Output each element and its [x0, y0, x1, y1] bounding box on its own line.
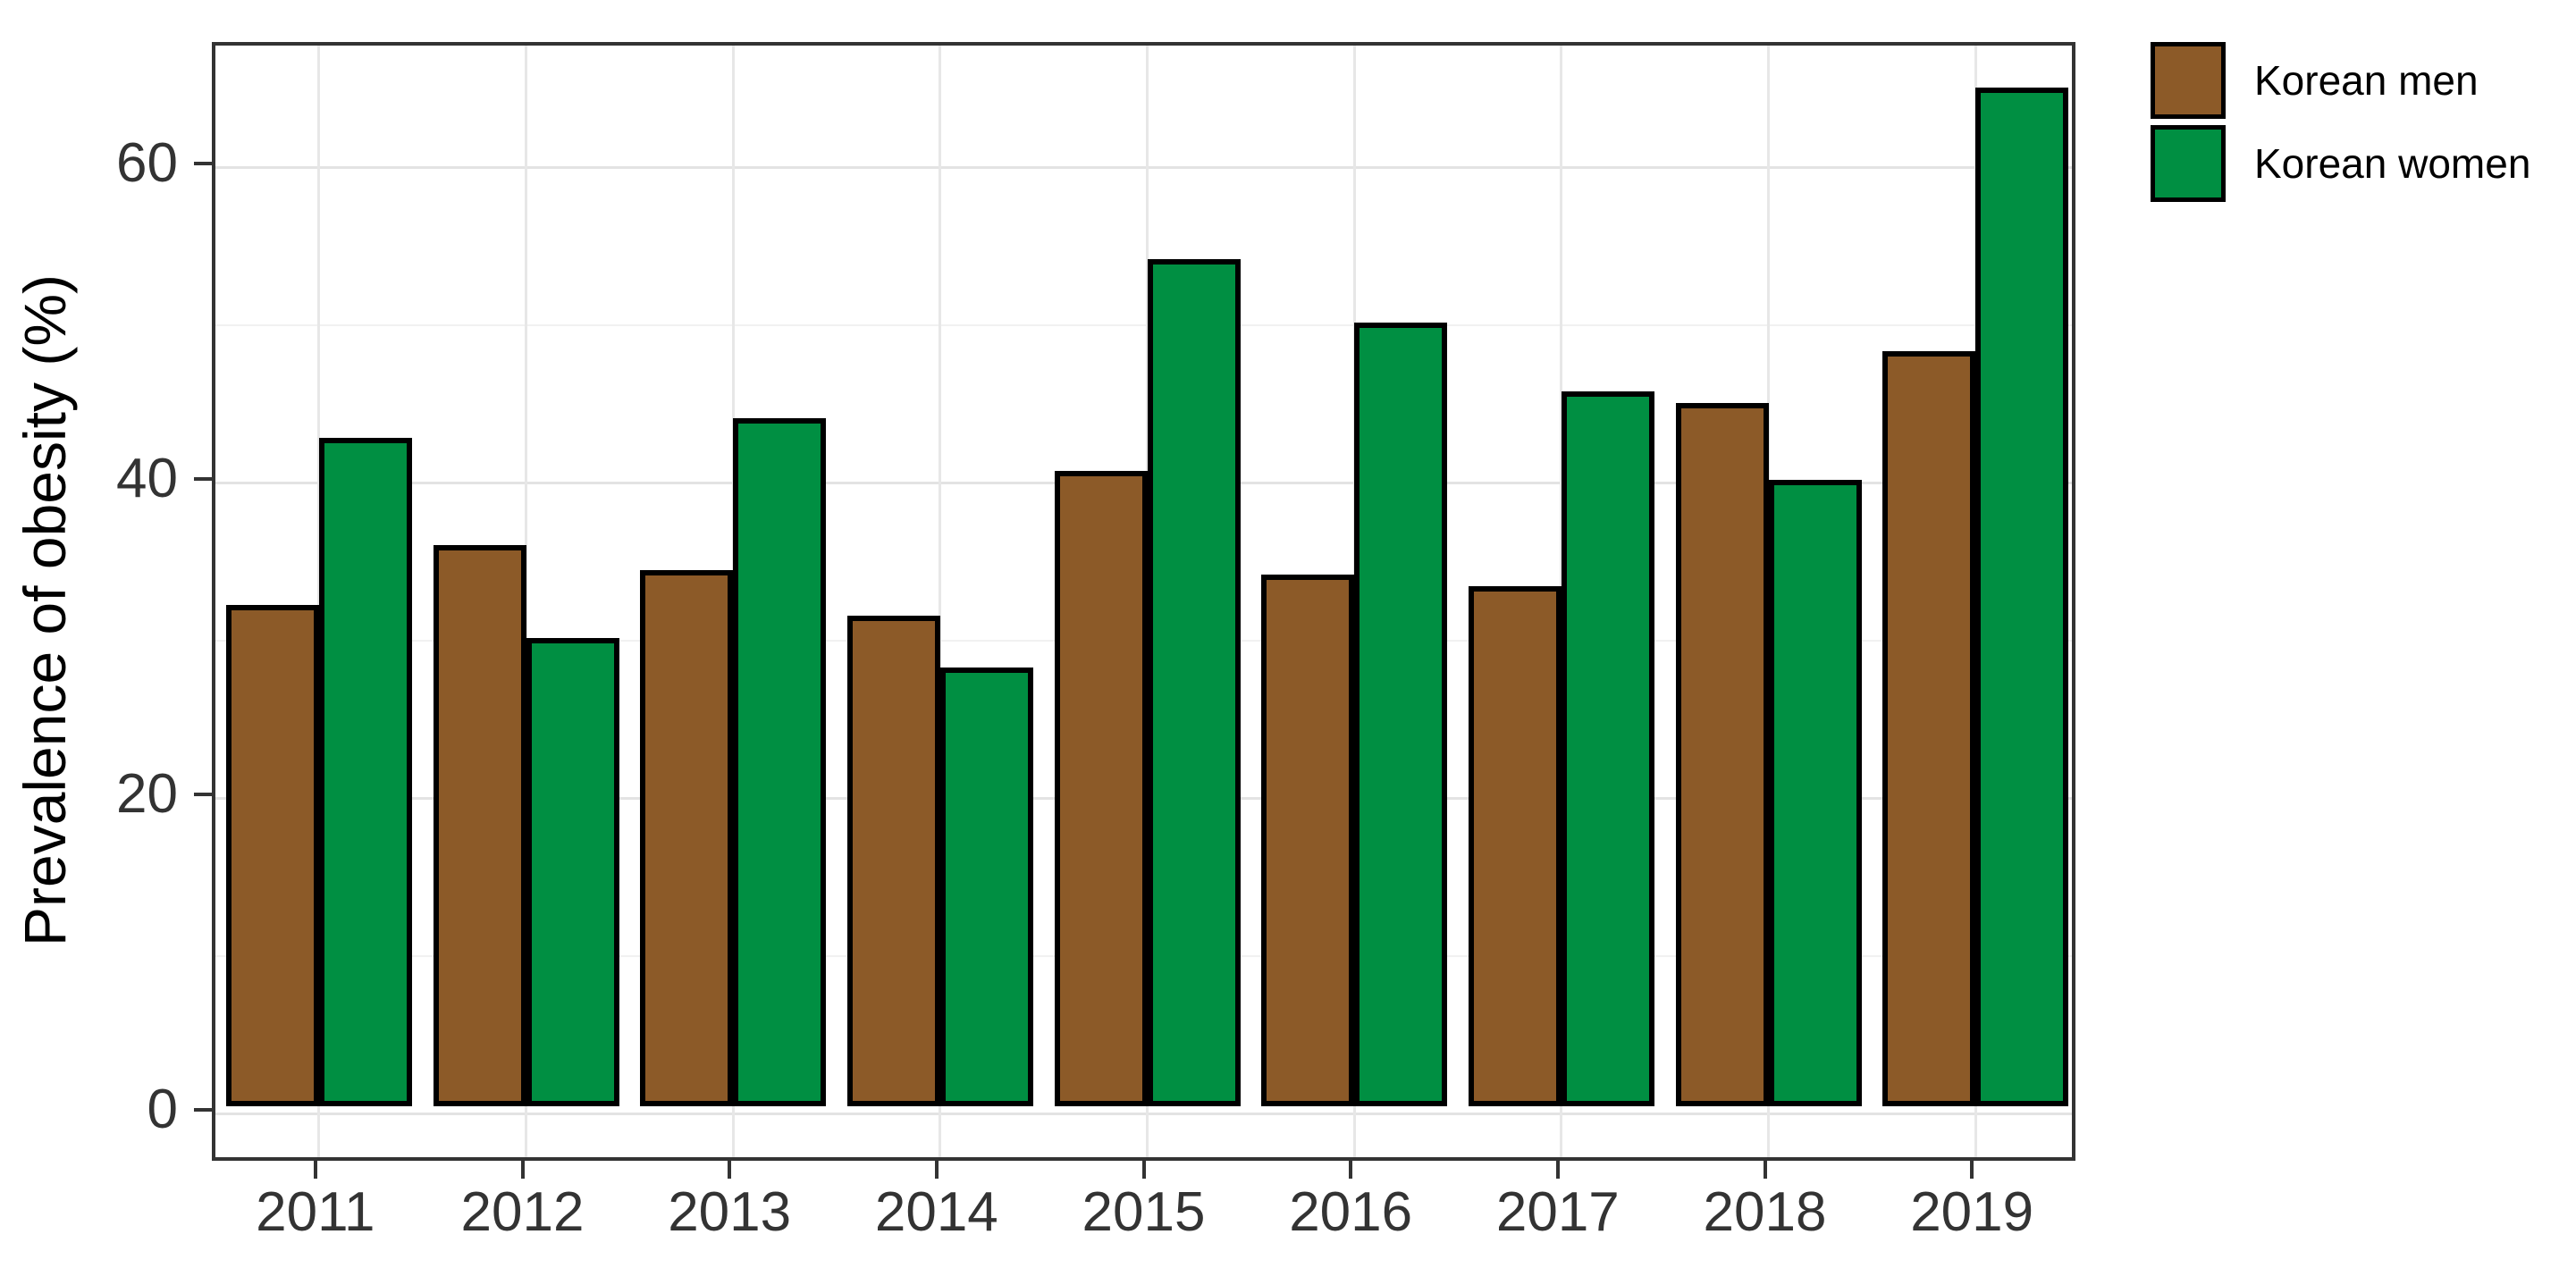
legend-swatch-korean-women-icon [2151, 125, 2226, 202]
bar-korean-men-2012 [433, 545, 526, 1106]
x-tick-label-2017: 2017 [1495, 1181, 1620, 1243]
x-tick-mark-2012 [520, 1161, 525, 1179]
legend: Korean men Korean women [2151, 42, 2530, 202]
bar-korean-women-2012 [526, 638, 619, 1106]
legend-item-korean-men: Korean men [2151, 42, 2530, 119]
bar-korean-men-2011 [225, 605, 319, 1106]
bar-korean-men-2014 [846, 616, 940, 1106]
y-tick-mark-60 [194, 162, 212, 165]
x-tick-mark-2018 [1763, 1161, 1767, 1179]
legend-label-korean-women: Korean women [2254, 140, 2531, 187]
gridline-vertical-2014 [939, 46, 942, 1157]
x-tick-label-2011: 2011 [256, 1181, 375, 1243]
x-tick-mark-2014 [934, 1161, 939, 1179]
bar-korean-women-2013 [733, 418, 827, 1106]
gridline-major-0 [215, 1112, 2072, 1115]
y-axis-title: Prevalence of obesity (%) [12, 274, 78, 947]
bar-korean-men-2017 [1468, 586, 1562, 1106]
x-tick-label-2018: 2018 [1703, 1181, 1827, 1243]
x-tick-label-2016: 2016 [1289, 1181, 1413, 1243]
bar-korean-women-2016 [1354, 323, 1448, 1106]
x-tick-mark-2015 [1141, 1161, 1146, 1179]
bar-korean-men-2016 [1261, 575, 1355, 1106]
legend-label-korean-men: Korean men [2254, 57, 2479, 104]
gridline-vertical-2012 [525, 46, 527, 1157]
x-tick-mark-2016 [1349, 1161, 1353, 1179]
bar-korean-women-2015 [1147, 259, 1241, 1106]
bar-korean-women-2019 [1975, 88, 2069, 1106]
legend-item-korean-women: Korean women [2151, 125, 2530, 202]
x-tick-label-2013: 2013 [668, 1181, 792, 1243]
bar-korean-women-2018 [1768, 480, 1862, 1106]
plot-panel [212, 42, 2075, 1161]
y-tick-mark-40 [194, 477, 212, 481]
y-tick-label-0: 0 [147, 1079, 178, 1140]
legend-swatch-korean-men-icon [2151, 42, 2226, 119]
gridline-minor-50 [215, 323, 2072, 326]
y-tick-label-20: 20 [116, 763, 178, 825]
x-tick-label-2012: 2012 [460, 1181, 585, 1243]
gridline-major-60 [215, 165, 2072, 169]
y-tick-label-60: 60 [116, 132, 178, 194]
y-tick-label-40: 40 [116, 448, 178, 509]
bar-korean-women-2011 [318, 438, 412, 1106]
x-tick-mark-2017 [1555, 1161, 1560, 1179]
x-tick-mark-2013 [728, 1161, 732, 1179]
bar-korean-men-2013 [640, 570, 734, 1106]
x-tick-label-2014: 2014 [874, 1181, 998, 1243]
bar-korean-women-2017 [1561, 391, 1654, 1106]
y-tick-mark-0 [194, 1108, 212, 1112]
x-tick-mark-2019 [1970, 1161, 1974, 1179]
bar-korean-men-2015 [1054, 471, 1148, 1106]
y-tick-mark-20 [194, 793, 212, 796]
bar-korean-women-2014 [939, 668, 1033, 1106]
x-tick-label-2015: 2015 [1082, 1181, 1206, 1243]
bar-korean-men-2018 [1675, 403, 1769, 1106]
x-tick-mark-2011 [313, 1161, 317, 1179]
x-tick-label-2019: 2019 [1910, 1181, 2034, 1243]
bar-korean-men-2019 [1882, 351, 1976, 1106]
